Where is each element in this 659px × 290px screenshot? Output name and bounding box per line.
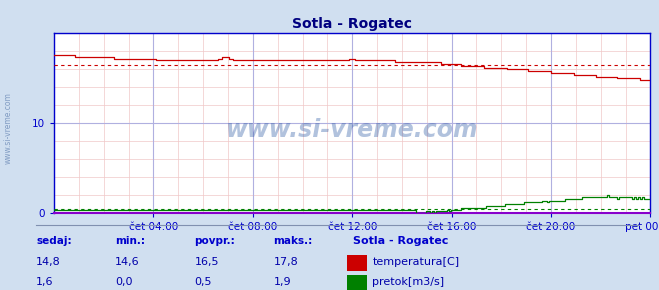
Text: 14,6: 14,6: [115, 257, 140, 267]
Text: 1,6: 1,6: [36, 277, 54, 287]
Text: sedaj:: sedaj:: [36, 236, 72, 246]
Text: www.si-vreme.com: www.si-vreme.com: [3, 92, 13, 164]
Text: 16,5: 16,5: [194, 257, 219, 267]
Title: Sotla - Rogatec: Sotla - Rogatec: [292, 17, 413, 31]
Text: maks.:: maks.:: [273, 236, 313, 246]
Text: povpr.:: povpr.:: [194, 236, 235, 246]
Text: 17,8: 17,8: [273, 257, 299, 267]
Text: temperatura[C]: temperatura[C]: [372, 257, 459, 267]
Text: pretok[m3/s]: pretok[m3/s]: [372, 277, 444, 287]
Text: 14,8: 14,8: [36, 257, 61, 267]
Text: min.:: min.:: [115, 236, 146, 246]
Text: 0,5: 0,5: [194, 277, 212, 287]
Text: Sotla - Rogatec: Sotla - Rogatec: [353, 236, 448, 246]
Text: 1,9: 1,9: [273, 277, 291, 287]
Text: www.si-vreme.com: www.si-vreme.com: [226, 118, 478, 142]
Text: 0,0: 0,0: [115, 277, 133, 287]
